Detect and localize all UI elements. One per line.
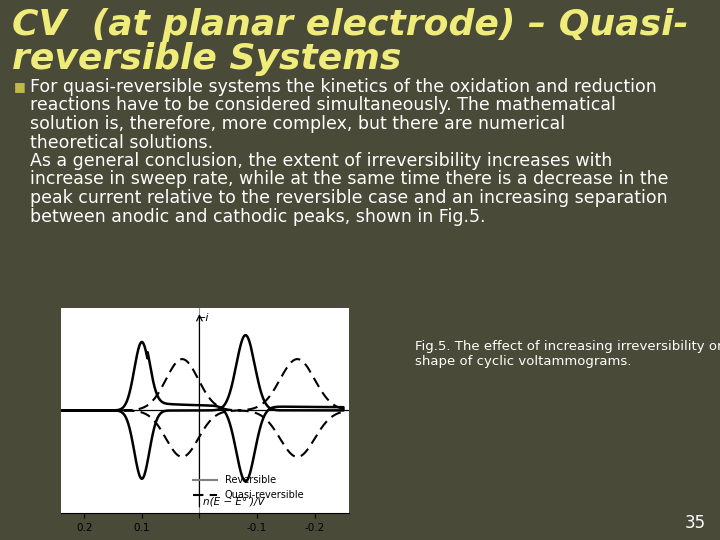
Quasi-reversible [293, 454, 302, 460]
Quasi-reversible [154, 390, 163, 396]
Reversible [51, 407, 60, 414]
Reversible [241, 478, 250, 485]
Reversible [332, 407, 341, 414]
Text: peak current relative to the reversible case and an increasing separation: peak current relative to the reversible … [30, 189, 667, 207]
Text: 35: 35 [685, 514, 706, 532]
Reversible [230, 373, 238, 380]
Quasi-reversible [51, 407, 60, 414]
Reversible [312, 404, 320, 410]
Text: reversible Systems: reversible Systems [12, 42, 401, 76]
Text: −i: −i [197, 313, 209, 323]
Reversible [62, 407, 71, 414]
Quasi-reversible [312, 433, 320, 439]
Text: As a general conclusion, the extent of irreversibility increases with: As a general conclusion, the extent of i… [30, 152, 612, 170]
Quasi-reversible [332, 403, 341, 410]
Text: n(E − E°ʹ)/V: n(E − E°ʹ)/V [203, 497, 265, 508]
Quasi-reversible [230, 407, 238, 414]
Text: reactions have to be considered simultaneously. The mathematical: reactions have to be considered simultan… [30, 97, 616, 114]
Text: solution is, therefore, more complex, but there are numerical: solution is, therefore, more complex, bu… [30, 115, 565, 133]
Text: theoretical solutions.: theoretical solutions. [30, 133, 213, 152]
Legend: Reversible, Quasi-reversible: Reversible, Quasi-reversible [189, 471, 308, 504]
Quasi-reversible [293, 356, 302, 362]
Text: Fig.5. The effect of increasing irreversibility on the
shape of cyclic voltammog: Fig.5. The effect of increasing irrevers… [415, 340, 720, 368]
Text: increase in sweep rate, while at the same time there is a decrease in the: increase in sweep rate, while at the sam… [30, 171, 668, 188]
Quasi-reversible [88, 407, 96, 414]
Quasi-reversible [62, 407, 71, 414]
Line: Quasi-reversible: Quasi-reversible [55, 359, 343, 457]
Text: For quasi-reversible systems the kinetics of the oxidation and reduction: For quasi-reversible systems the kinetic… [30, 78, 657, 96]
Line: Reversible: Reversible [55, 335, 343, 482]
Text: ■: ■ [14, 80, 26, 93]
Quasi-reversible [51, 407, 60, 414]
Reversible [51, 407, 60, 414]
Reversible [241, 332, 250, 339]
Text: CV  (at planar electrode) – Quasi-: CV (at planar electrode) – Quasi- [12, 8, 688, 42]
Reversible [88, 407, 96, 414]
Text: between anodic and cathodic peaks, shown in Fig.5.: between anodic and cathodic peaks, shown… [30, 207, 485, 226]
Reversible [154, 395, 163, 401]
